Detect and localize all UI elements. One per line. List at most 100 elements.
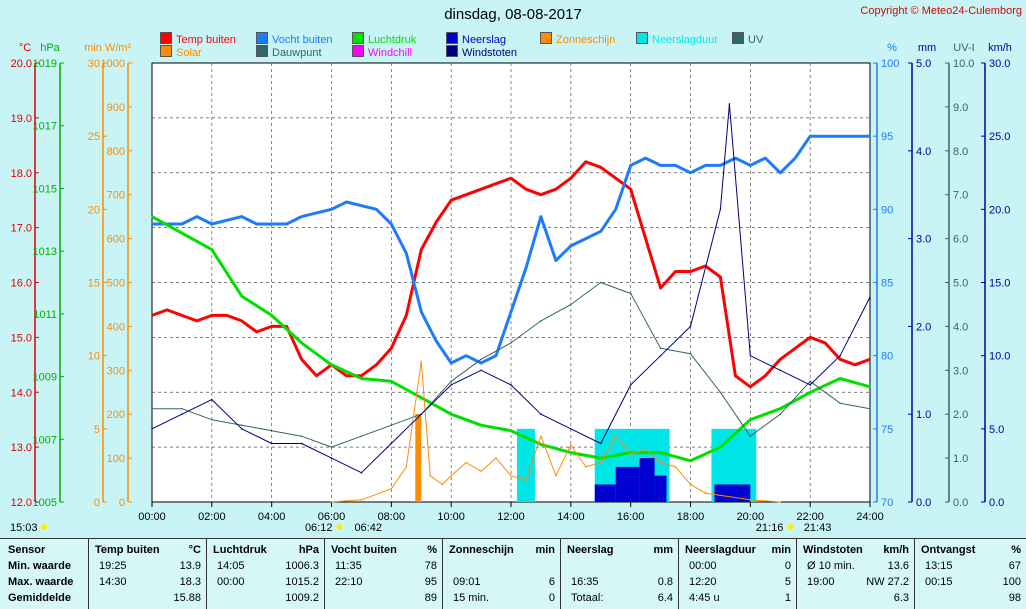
data-point (869, 135, 871, 137)
data-point (659, 347, 662, 350)
summary-value: 15.88 (173, 592, 201, 604)
data-point (779, 171, 782, 174)
data-point (674, 270, 677, 273)
legend-swatch (352, 45, 364, 57)
summary-value: 1009.2 (285, 592, 319, 604)
bar-neerslag (594, 484, 616, 502)
data-point (270, 442, 273, 445)
left-axis-tick-label: 400 (107, 321, 125, 333)
data-point (211, 223, 213, 225)
data-point (420, 396, 423, 399)
legend-label: Neerslag (462, 34, 507, 46)
data-point (330, 208, 333, 211)
summary-header: Temp buiten (95, 544, 160, 556)
x-tick-label: 22:00 (796, 511, 824, 523)
summary-time: Totaal: (571, 592, 604, 604)
data-point (330, 501, 333, 503)
bar-zonneschijn (415, 414, 422, 502)
summary-value: 1006.3 (285, 560, 319, 572)
x-tick-label: 10:00 (437, 511, 465, 523)
left-axis-tick-label: 800 (107, 146, 125, 158)
data-point (629, 384, 632, 386)
right-axis-tick-label: 4.0 (916, 146, 931, 158)
data-point (181, 314, 183, 317)
right-axis-tick-label: 0.0 (989, 497, 1004, 509)
x-tick-label: 06:00 (318, 511, 346, 523)
data-point (555, 474, 557, 477)
left-axis-tick-label: 1019 (33, 58, 57, 70)
x-tick-label: 18:00 (677, 511, 705, 523)
data-point (390, 380, 393, 383)
right-axis-tick-label: 0.0 (953, 497, 968, 509)
data-point (405, 252, 408, 255)
data-point (420, 360, 423, 363)
right-axis-tick-label: 2.0 (953, 409, 968, 421)
data-point (300, 358, 303, 361)
data-point (225, 314, 228, 317)
summary-header: Neerslagduur (685, 544, 756, 556)
summary-value: 89 (424, 592, 437, 604)
data-point (614, 208, 617, 211)
data-point (360, 374, 363, 377)
data-point (749, 418, 752, 421)
data-point (196, 215, 198, 218)
legend-label: Vocht buiten (272, 34, 333, 46)
data-point (480, 188, 482, 191)
data-point (450, 380, 452, 383)
right-axis-tick-label: 10.0 (953, 58, 974, 70)
data-point (540, 435, 542, 437)
left-axis-tick-label: 0 (119, 497, 125, 509)
data-point (510, 429, 512, 432)
legend-swatch (160, 32, 172, 44)
left-axis-tick-label: 16.0 (11, 278, 32, 290)
summary-col-neer: Neerslag mm 16:35 0.8 Totaal: 6.4 (560, 539, 679, 609)
legend-item-neerslagduur: Neerslagduur (636, 32, 718, 46)
summary-value: 100 (1002, 576, 1021, 588)
legend-item-uv: UV (732, 32, 763, 46)
data-point (689, 483, 692, 486)
data-point (794, 157, 797, 159)
summary-time: 15 min. (453, 592, 490, 604)
right-axis-unit: UV-I (953, 42, 974, 54)
data-point (869, 385, 871, 388)
legend-label: Temp buiten (176, 34, 236, 46)
data-point (659, 354, 662, 357)
right-axis-tick-label: 6.0 (953, 234, 968, 246)
summary-header: Vocht buiten (331, 544, 397, 556)
data-point (315, 374, 318, 377)
data-point (429, 474, 432, 477)
legend-swatch (160, 45, 172, 57)
page-title: dinsdag, 08-08-2017 (444, 6, 582, 23)
data-point (285, 223, 288, 225)
summary-value: 1015.2 (285, 576, 319, 588)
data-point (240, 320, 243, 322)
data-point (764, 374, 767, 377)
left-axis-unit: hPa (40, 42, 60, 54)
x-tick-label: 16:00 (617, 511, 645, 523)
data-point (599, 457, 602, 459)
data-point (570, 303, 572, 306)
legend-item-dauwpunt: Dauwpunt (256, 45, 322, 59)
data-point (570, 451, 572, 454)
data-point (749, 385, 752, 388)
data-point (151, 223, 153, 225)
data-point (405, 314, 408, 317)
left-axis-tick-label: 18.0 (11, 168, 32, 180)
summary-header: Windstoten (803, 544, 863, 556)
data-point (270, 429, 273, 432)
data-point (345, 201, 348, 203)
data-point (525, 188, 527, 191)
data-point (390, 488, 393, 490)
data-point (240, 215, 243, 218)
data-point (614, 177, 617, 180)
data-point (360, 377, 363, 380)
data-point (779, 369, 782, 372)
left-axis-tick-label: 0 (94, 497, 100, 509)
data-point (839, 377, 841, 380)
right-axis-tick-label: 7.0 (953, 190, 968, 202)
data-point (779, 407, 782, 410)
data-point (728, 103, 731, 105)
x-tick-label: 04:00 (258, 511, 286, 523)
data-point (809, 384, 811, 386)
summary-header-unit: % (1011, 544, 1021, 556)
